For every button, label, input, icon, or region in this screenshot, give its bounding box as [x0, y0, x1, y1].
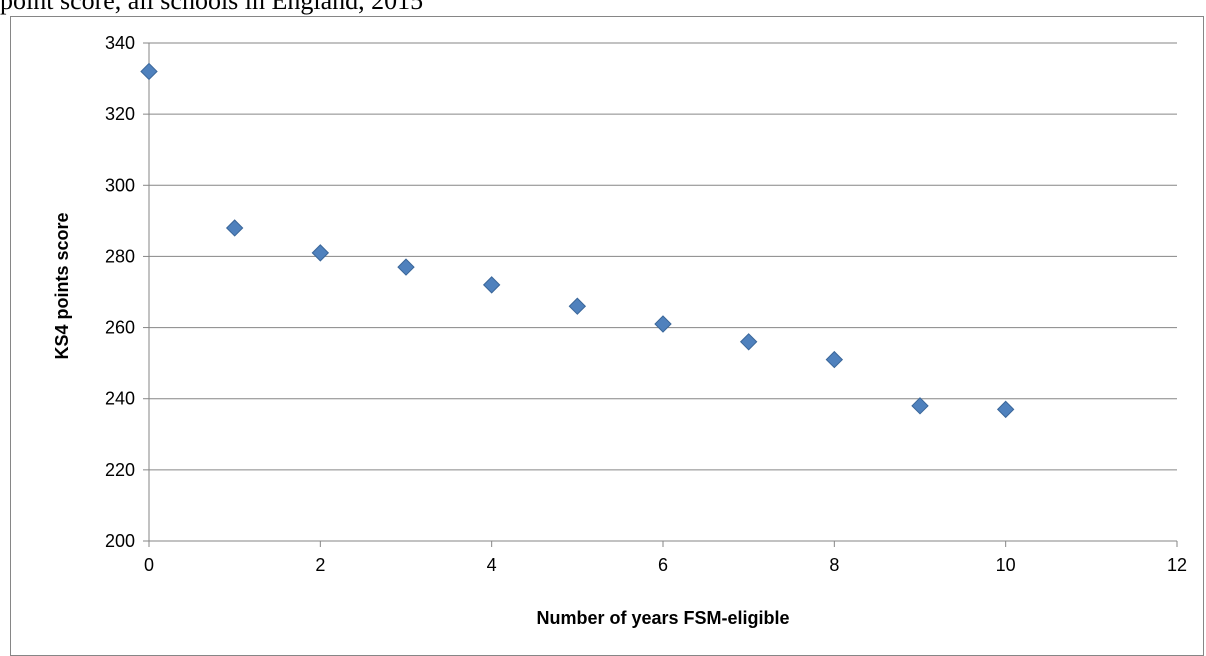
- x-tick-labels: 0 2 4 6 8 10 12: [144, 555, 1187, 575]
- gridlines: [149, 43, 1177, 470]
- data-point: [312, 245, 328, 261]
- y-tick-label: 220: [105, 460, 135, 480]
- data-points: [141, 63, 1014, 417]
- data-point: [998, 401, 1014, 417]
- data-point: [912, 398, 928, 414]
- y-tick-label: 340: [105, 33, 135, 53]
- x-axis-title: Number of years FSM-eligible: [536, 608, 789, 628]
- y-tick-label: 320: [105, 104, 135, 124]
- x-tick-label: 12: [1167, 555, 1187, 575]
- data-point: [398, 259, 414, 275]
- data-point: [569, 298, 585, 314]
- x-tick-label: 10: [996, 555, 1016, 575]
- data-point: [141, 63, 157, 79]
- x-tick-label: 0: [144, 555, 154, 575]
- y-tick-label: 260: [105, 318, 135, 338]
- x-tick-label: 8: [829, 555, 839, 575]
- x-tick-label: 4: [487, 555, 497, 575]
- axes: [143, 43, 1177, 547]
- data-point: [826, 352, 842, 368]
- data-point: [741, 334, 757, 350]
- y-axis-title: KS4 points score: [52, 212, 72, 359]
- data-point: [484, 277, 500, 293]
- y-tick-label: 280: [105, 246, 135, 266]
- x-tick-label: 6: [658, 555, 668, 575]
- data-point: [655, 316, 671, 332]
- y-tick-label: 300: [105, 175, 135, 195]
- y-tick-label: 240: [105, 389, 135, 409]
- x-tick-label: 2: [315, 555, 325, 575]
- data-point: [227, 220, 243, 236]
- y-tick-label: 200: [105, 531, 135, 551]
- y-tick-labels: 200 220 240 260 280 300 320 340: [105, 33, 135, 551]
